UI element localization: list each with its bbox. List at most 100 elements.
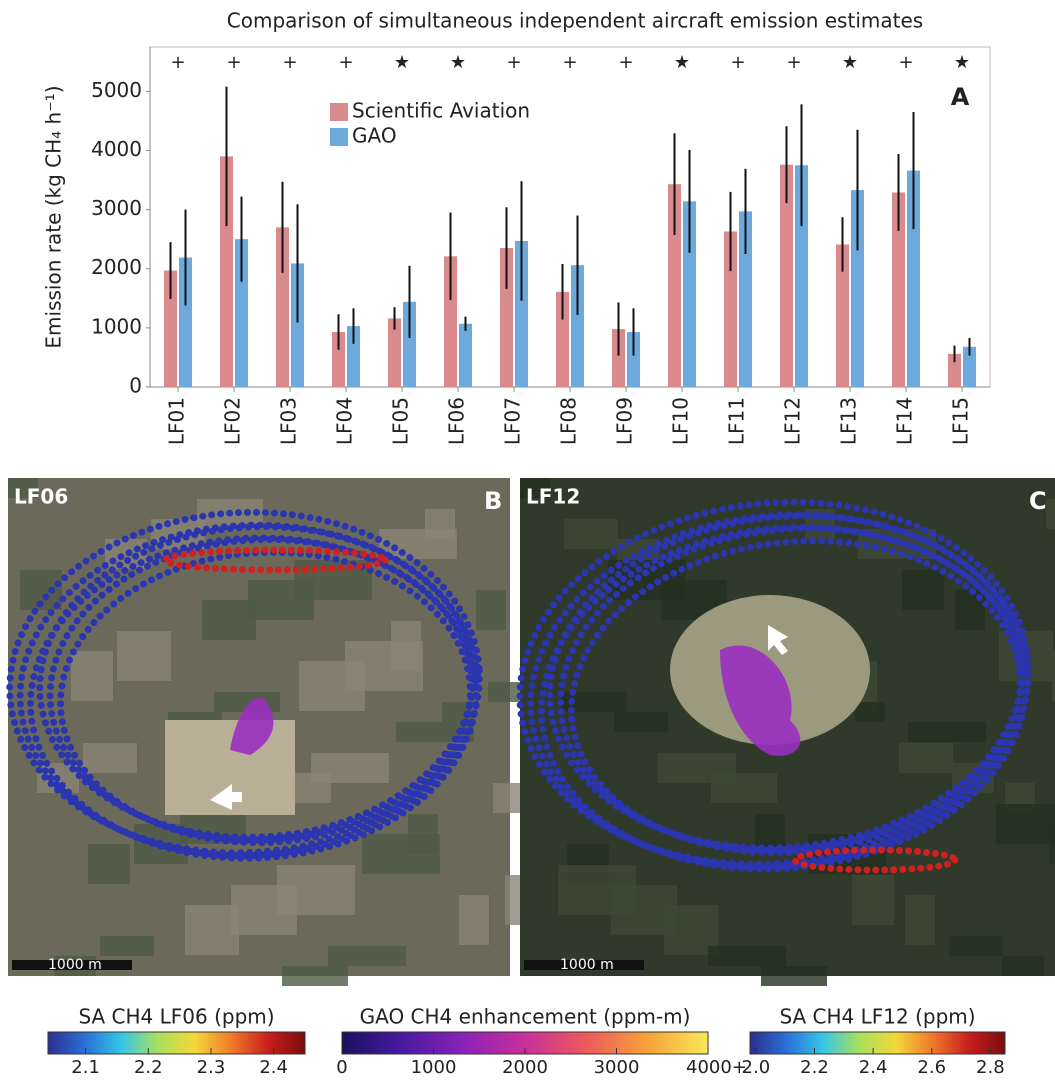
- significance-marker: +: [170, 52, 185, 73]
- colorbar-tick-label: 2.4: [259, 1057, 288, 1078]
- legend-label: GAO: [352, 124, 397, 148]
- colorbar-tick-label: 2.8: [976, 1057, 1005, 1078]
- significance-marker: +: [506, 52, 521, 73]
- map-texture: [277, 865, 355, 915]
- x-tick-label: LF08: [557, 397, 581, 445]
- significance-marker: ★: [674, 52, 690, 73]
- colorbar: [48, 1032, 305, 1054]
- x-tick-label: LF06: [445, 397, 469, 445]
- map-texture: [658, 753, 736, 783]
- map-texture: [1002, 956, 1044, 976]
- map-texture: [185, 905, 239, 955]
- map-texture: [311, 753, 389, 783]
- map-texture: [83, 743, 137, 773]
- panel-label: A: [951, 83, 970, 111]
- colorbar-tick-label: 4000+: [686, 1057, 747, 1078]
- colorbar-tick-label: 2.4: [859, 1057, 888, 1078]
- x-tick-label: LF13: [837, 397, 861, 445]
- map-texture: [996, 804, 1055, 844]
- map-texture: [899, 743, 953, 773]
- map-texture: [202, 600, 256, 640]
- significance-marker: +: [282, 52, 297, 73]
- map-texture: [282, 966, 348, 986]
- panel-label: C: [1029, 487, 1047, 515]
- map-texture: [117, 631, 171, 681]
- colorbar-title: GAO CH4 enhancement (ppm-m): [360, 1005, 691, 1029]
- significance-marker: +: [730, 52, 745, 73]
- colorbar-title: SA CH4 LF12 (ppm): [779, 1005, 975, 1029]
- significance-marker: +: [786, 52, 801, 73]
- map-texture: [708, 946, 786, 966]
- colorbar-tick-label: 2000: [502, 1057, 548, 1078]
- map-texture: [949, 936, 1003, 956]
- significance-marker: +: [898, 52, 913, 73]
- significance-marker: +: [618, 52, 633, 73]
- x-tick-label: LF09: [613, 397, 637, 445]
- x-tick-label: LF03: [277, 397, 301, 445]
- scale-label: 1000 m: [560, 957, 614, 973]
- map-texture: [391, 621, 421, 671]
- colorbar-tick-label: 2.1: [71, 1057, 100, 1078]
- colorbar: [750, 1032, 1005, 1054]
- significance-marker: ★: [954, 52, 970, 73]
- significance-marker: ★: [450, 52, 466, 73]
- x-tick-label: LF01: [165, 397, 189, 445]
- map-texture: [328, 946, 406, 966]
- colorbar-tick-label: 2.0: [742, 1057, 771, 1078]
- significance-marker: ★: [394, 52, 410, 73]
- map-texture: [459, 895, 489, 945]
- panel-label: B: [484, 487, 502, 515]
- bar: [459, 324, 472, 387]
- colorbar-tick-label: 2.3: [197, 1057, 226, 1078]
- map-texture: [493, 783, 523, 813]
- map-texture: [614, 712, 668, 732]
- map-texture: [761, 966, 827, 986]
- map-site: LF06: [14, 485, 68, 509]
- y-tick-label: 1000: [91, 314, 142, 338]
- colorbar-tick-label: 1000: [411, 1057, 457, 1078]
- y-axis-label: Emission rate (kg CH₄ h⁻¹): [42, 85, 66, 348]
- legend-label: Scientific Aviation: [352, 99, 530, 123]
- map-texture: [100, 936, 154, 956]
- significance-marker: ★: [842, 52, 858, 73]
- map-site: LF12: [526, 485, 580, 509]
- x-tick-label: LF11: [725, 397, 749, 445]
- map-texture: [558, 865, 636, 915]
- x-tick-label: LF12: [781, 397, 805, 445]
- map-texture: [408, 814, 438, 854]
- figure: Comparison of simultaneous independent a…: [0, 0, 1055, 1078]
- x-tick-label: LF07: [501, 397, 525, 445]
- colorbar-tick-label: 3000: [594, 1057, 640, 1078]
- y-tick-label: 3000: [91, 196, 142, 220]
- map-texture: [855, 702, 885, 722]
- map-texture: [564, 519, 618, 549]
- colorbar-tick-label: 0: [336, 1057, 347, 1078]
- map-texture: [852, 875, 894, 925]
- map-texture: [1046, 499, 1055, 529]
- map-texture: [905, 895, 935, 945]
- x-tick-label: LF05: [389, 397, 413, 445]
- scale-label: 1000 m: [48, 957, 102, 973]
- legend-swatch: [330, 103, 348, 121]
- significance-marker: +: [226, 52, 241, 73]
- colorbar-tick-label: 2.2: [800, 1057, 829, 1078]
- map-texture: [425, 509, 455, 539]
- x-tick-label: LF10: [669, 397, 693, 445]
- legend-swatch: [330, 128, 348, 146]
- map-texture: [71, 651, 113, 701]
- x-tick-label: LF02: [221, 397, 245, 445]
- significance-marker: +: [562, 52, 577, 73]
- colorbar-tick-label: 2.2: [134, 1057, 163, 1078]
- y-tick-label: 0: [129, 374, 142, 398]
- y-tick-label: 5000: [91, 78, 142, 102]
- map-texture: [88, 844, 130, 884]
- x-tick-label: LF04: [333, 397, 357, 445]
- colorbar-tick-label: 2.6: [917, 1057, 946, 1078]
- x-tick-label: LF14: [893, 397, 917, 445]
- chart-title: Comparison of simultaneous independent a…: [227, 9, 923, 33]
- y-tick-label: 4000: [91, 137, 142, 161]
- map-texture: [908, 722, 986, 742]
- y-tick-label: 2000: [91, 255, 142, 279]
- map-texture: [476, 590, 506, 630]
- colorbar-title: SA CH4 LF06 (ppm): [78, 1005, 274, 1029]
